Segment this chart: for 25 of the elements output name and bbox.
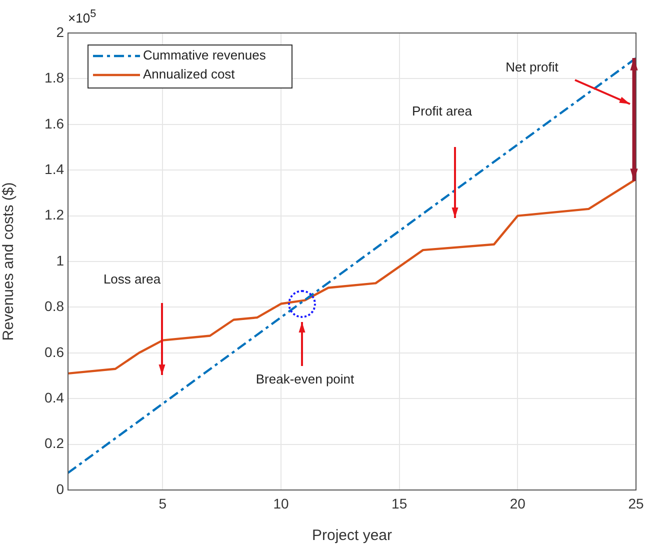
annotation: Net profit xyxy=(506,60,559,75)
y-tick-label: 1.6 xyxy=(44,115,64,132)
y-tick-label: 2 xyxy=(56,24,64,40)
legend-label: Annualized cost xyxy=(143,66,236,82)
y-tick-label: 0.8 xyxy=(44,298,64,314)
legend-label: Cummative revenues xyxy=(143,48,266,63)
annotation: Break-even point xyxy=(256,372,355,387)
x-tick-label: 25 xyxy=(628,495,644,512)
y-tick-label: 0.2 xyxy=(44,435,64,452)
annotation: Loss area xyxy=(103,272,162,287)
x-tick-label: 15 xyxy=(392,495,408,512)
x-tick-label: 5 xyxy=(158,495,167,512)
y-tick-label: 0.4 xyxy=(44,389,64,406)
x-tick-label: 20 xyxy=(510,495,526,512)
y-tick-label: 1 xyxy=(56,252,64,268)
annotation: Profit area xyxy=(412,104,473,119)
y-axis-title: Revenues and costs ($) xyxy=(0,182,18,341)
y-tick-label: 1.8 xyxy=(44,70,64,86)
text: ×10$^{5}$ xyxy=(68,8,96,26)
x-tick-label: 10 xyxy=(273,495,289,512)
y-tick-label: 1.4 xyxy=(44,160,64,177)
y-tick-label: 0 xyxy=(56,480,64,497)
y-tick-label: 0.6 xyxy=(44,344,64,360)
y-tick-label: 1.2 xyxy=(44,206,64,223)
x-axis-title: Project year xyxy=(312,527,392,544)
